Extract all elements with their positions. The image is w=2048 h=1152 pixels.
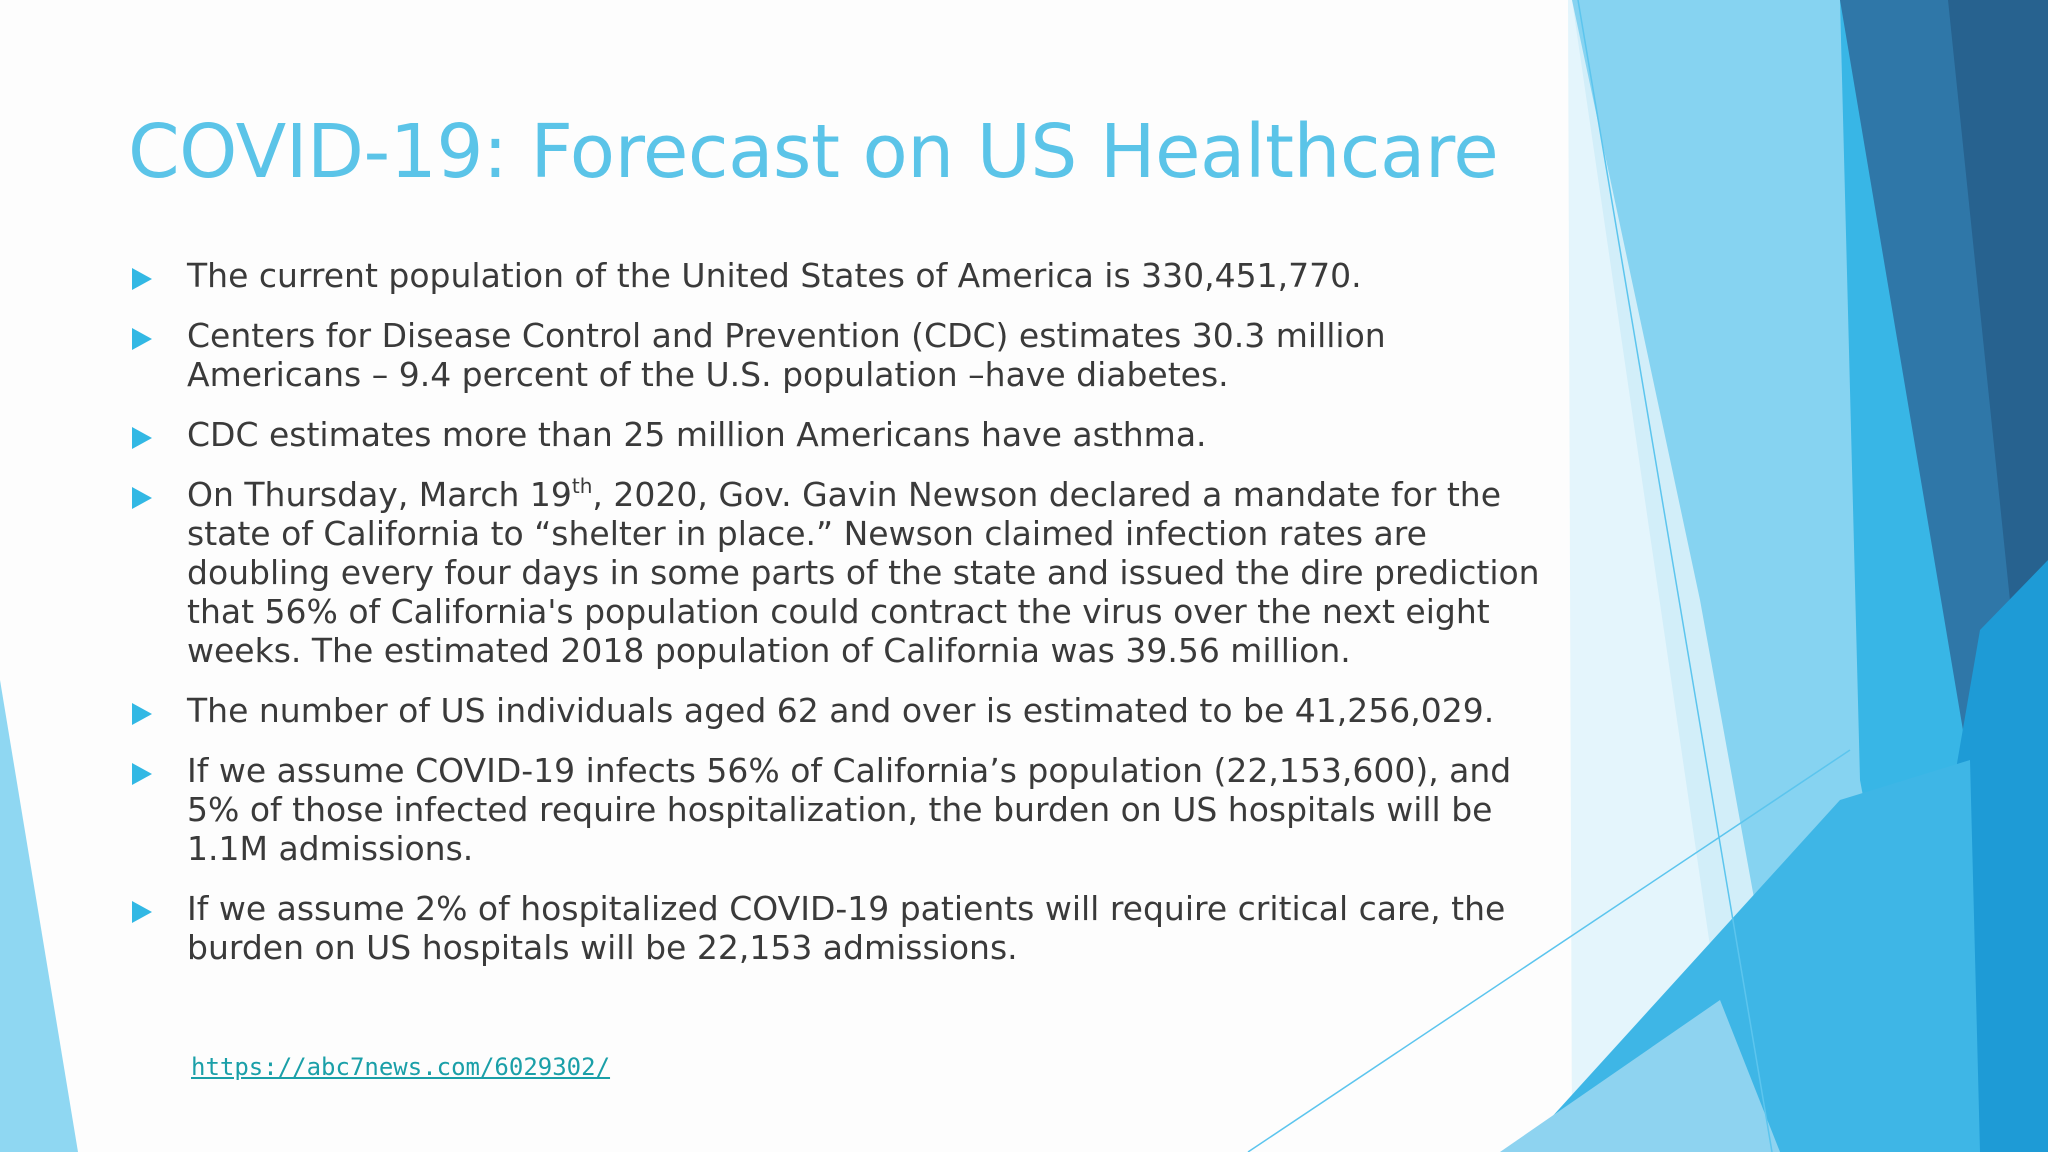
right-decor-navy [1948,0,2048,620]
triangle-right-icon [132,487,152,509]
bullet-text-part: On Thursday, March 19 [187,475,572,514]
bullet-item: CDC estimates more than 25 million Ameri… [128,415,1548,454]
triangle-right-icon [132,268,152,290]
bullet-text-part: , 2020, Gov. Gavin Newson declared a man… [187,475,1540,670]
bullet-text: If we assume 2% of hospitalized COVID-19… [187,889,1506,967]
bullet-text: The number of US individuals aged 62 and… [187,691,1495,730]
bullet-item: On Thursday, March 19th, 2020, Gov. Gavi… [128,475,1548,670]
bullet-text: Centers for Disease Control and Preventi… [187,316,1386,394]
left-decor-shape [0,680,78,1152]
bullet-text: CDC estimates more than 25 million Ameri… [187,415,1207,454]
triangle-right-icon [132,901,152,923]
bullet-item: The current population of the United Sta… [128,256,1548,295]
accent-line-vertical [1577,0,1773,1152]
right-decor-bottom [1520,760,1980,1152]
triangle-right-icon [132,763,152,785]
bullet-text: On Thursday, March 19th, 2020, Gov. Gavi… [187,475,1540,670]
source-link[interactable]: https://abc7news.com/6029302/ [191,1053,611,1081]
bullet-item: If we assume 2% of hospitalized COVID-19… [128,889,1548,967]
bullet-item: The number of US individuals aged 62 and… [128,691,1548,730]
bullet-list: The current population of the United Sta… [128,256,1548,988]
accent-line-diagonal [1247,749,1851,1152]
bullet-item: If we assume COVID-19 infects 56% of Cal… [128,751,1548,868]
triangle-right-icon [132,703,152,725]
bullet-text: If we assume COVID-19 infects 56% of Cal… [187,751,1512,868]
right-decor-bottom-light [1500,1000,1780,1152]
bullet-text: The current population of the United Sta… [187,256,1362,295]
triangle-right-icon [132,328,152,350]
slide-title: COVID-19: Forecast on US Healthcare [128,109,1499,195]
bullet-item: Centers for Disease Control and Preventi… [128,316,1548,394]
ordinal-superscript: th [571,474,593,498]
triangle-right-icon [132,427,152,449]
